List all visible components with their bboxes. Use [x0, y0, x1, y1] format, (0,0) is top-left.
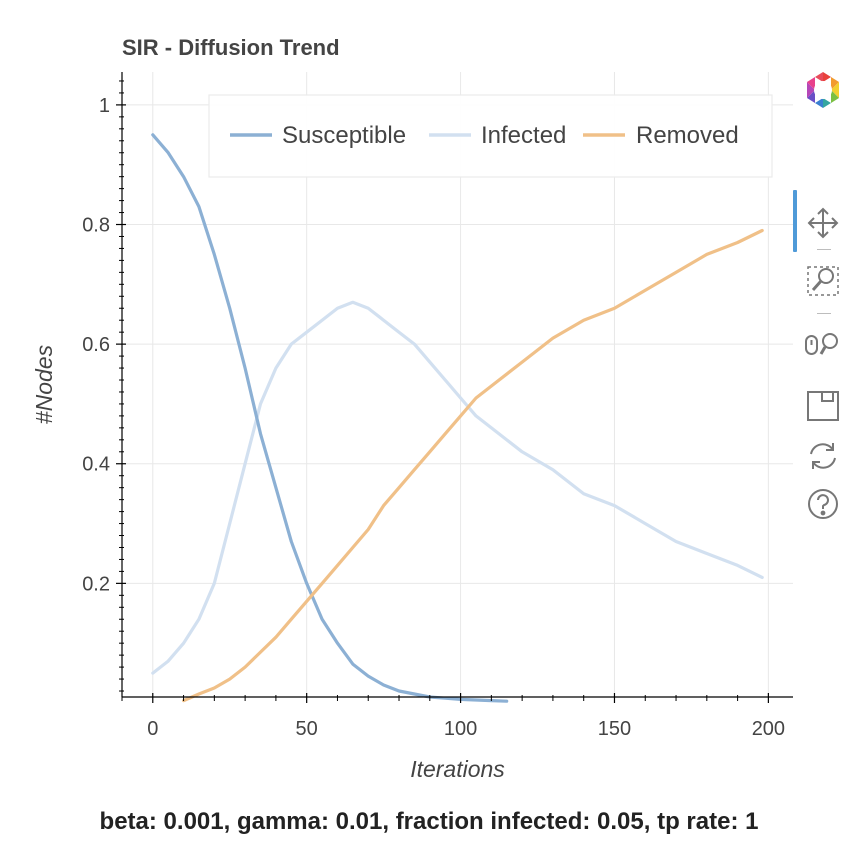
- legend-label-susceptible: Susceptible: [282, 122, 406, 149]
- y-tick-label: 0.6: [82, 334, 110, 356]
- toolbar-separator: [817, 249, 831, 250]
- box-zoom-icon[interactable]: [795, 258, 851, 302]
- y-tick-label: 0.4: [82, 454, 110, 476]
- x-tick-label: 150: [598, 718, 631, 740]
- toolbar: [793, 66, 851, 519]
- save-icon[interactable]: [795, 384, 851, 428]
- parameters-caption: beta: 0.001, gamma: 0.01, fraction infec…: [99, 808, 759, 835]
- bokeh-logo-icon[interactable]: [795, 68, 851, 112]
- chart-title: SIR - Diffusion Trend: [122, 35, 340, 60]
- active-tool-indicator: [793, 190, 797, 252]
- legend-label-infected: Infected: [481, 122, 566, 149]
- legend-label-removed: Removed: [636, 122, 739, 149]
- help-icon[interactable]: [795, 482, 851, 526]
- pan-icon[interactable]: [795, 201, 851, 245]
- y-tick-label: 0.8: [82, 215, 110, 237]
- y-tick-label: 1: [99, 95, 110, 117]
- x-axis-label: Iterations: [410, 756, 505, 782]
- legend[interactable]: Susceptible Infected Removed: [208, 94, 773, 178]
- y-tick-label: 0.2: [82, 573, 110, 595]
- x-tick-label: 50: [296, 718, 318, 740]
- y-axis-label: #Nodes: [31, 344, 57, 424]
- series-line-infected: [151, 300, 764, 675]
- wheel-zoom-icon[interactable]: [795, 322, 851, 366]
- reset-icon[interactable]: [795, 434, 851, 478]
- x-tick-label: 100: [444, 718, 477, 740]
- x-tick-label: 0: [147, 718, 158, 740]
- legend-box: [208, 94, 773, 178]
- x-tick-label: 200: [752, 718, 785, 740]
- toolbar-separator: [817, 313, 831, 314]
- series-line-removed: [182, 228, 764, 703]
